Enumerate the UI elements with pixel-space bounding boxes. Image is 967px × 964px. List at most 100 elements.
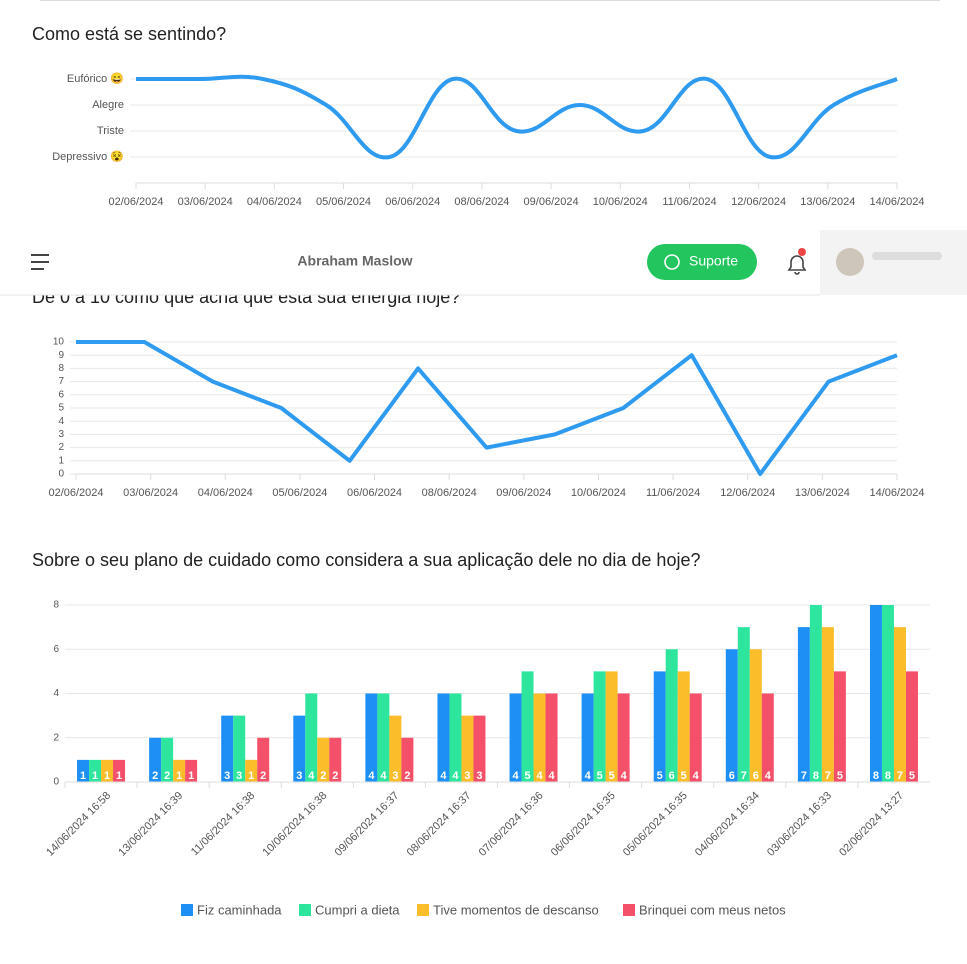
x-tick-label: 08/06/2024 — [422, 487, 477, 499]
bar-value-label: 4 — [368, 770, 375, 782]
x-tick-label: 14/06/2024 16:58 — [44, 790, 113, 859]
bar-value-label: 3 — [236, 770, 242, 782]
bar — [401, 737, 414, 782]
bar — [161, 737, 174, 782]
bar — [365, 693, 378, 782]
x-tick-label: 13/06/2024 — [800, 196, 855, 208]
bar — [509, 693, 522, 782]
user-name: Abraham Maslow — [297, 253, 412, 269]
bar — [677, 671, 690, 782]
bar — [725, 649, 738, 782]
bar-value-label: 4 — [380, 770, 387, 782]
legend-label: Cumpri a dieta — [315, 902, 400, 917]
bar-value-label: 4 — [440, 770, 447, 782]
menu-icon[interactable] — [31, 254, 49, 270]
legend-swatch — [417, 904, 429, 916]
bar — [821, 627, 834, 782]
bar-value-label: 7 — [897, 770, 903, 782]
bar — [761, 693, 774, 782]
legend-label: Fiz caminhada — [197, 902, 282, 917]
x-tick-label: 11/06/2024 — [646, 487, 700, 499]
bar — [833, 671, 846, 782]
y-tick-label: 0 — [58, 469, 64, 480]
bell-icon[interactable] — [787, 255, 807, 275]
y-tick-label: 1 — [58, 455, 64, 466]
bar-value-label: 5 — [681, 770, 687, 782]
bar-value-label: 3 — [464, 770, 470, 782]
legend-swatch — [181, 904, 193, 916]
bar-value-label: 4 — [308, 770, 315, 782]
bar-value-label: 1 — [104, 770, 110, 782]
x-tick-label: 07/06/2024 16:36 — [477, 790, 546, 859]
x-tick-label: 10/06/2024 — [593, 196, 648, 208]
y-tick-label: 0 — [53, 777, 59, 788]
bar-value-label: 3 — [476, 770, 482, 782]
bar — [149, 737, 162, 782]
bar — [749, 649, 762, 782]
bar-value-label: 4 — [536, 770, 543, 782]
bar — [605, 671, 618, 782]
bar-value-label: 3 — [392, 770, 398, 782]
y-tick-label: 4 — [53, 688, 59, 699]
y-tick-label: 8 — [58, 363, 64, 374]
avatar[interactable] — [836, 248, 864, 276]
bar — [617, 693, 630, 782]
x-tick-label: 08/06/2024 16:37 — [405, 790, 474, 859]
x-tick-label: 04/06/2024 16:34 — [693, 790, 762, 859]
bar-value-label: 2 — [152, 770, 158, 782]
bar-value-label: 1 — [116, 770, 122, 782]
x-tick-label: 13/06/2024 16:39 — [116, 790, 185, 859]
bar — [101, 759, 114, 782]
x-tick-label: 09/06/2024 — [524, 196, 579, 208]
bar — [581, 693, 594, 782]
x-tick-label: 14/06/2024 — [869, 196, 924, 208]
x-tick-label: 03/06/2024 — [178, 196, 233, 208]
legend-swatch — [623, 904, 635, 916]
bar-value-label: 2 — [404, 770, 410, 782]
bar-value-label: 5 — [524, 770, 530, 782]
y-tick-label: 9 — [58, 350, 64, 361]
bar — [545, 693, 558, 782]
bar-value-label: 1 — [92, 770, 98, 782]
bar-value-label: 3 — [296, 770, 302, 782]
bar-value-label: 4 — [548, 770, 555, 782]
support-label[interactable]: Suporte — [689, 253, 738, 269]
bar — [869, 605, 882, 782]
x-tick-label: 05/06/2024 — [316, 196, 371, 208]
bar — [305, 693, 318, 782]
bar-value-label: 2 — [260, 770, 266, 782]
bar — [221, 715, 234, 782]
x-tick-label: 06/06/2024 — [385, 196, 440, 208]
bar — [797, 627, 810, 782]
bar-value-label: 2 — [320, 770, 326, 782]
bar — [737, 627, 750, 782]
bar — [245, 759, 258, 782]
legend-swatch — [299, 904, 311, 916]
bar — [893, 627, 906, 782]
x-tick-label: 02/06/2024 13:27 — [837, 790, 906, 859]
y-tick-label: 10 — [53, 337, 65, 348]
bar-value-label: 1 — [248, 770, 254, 782]
bar — [905, 671, 918, 782]
y-tick-label: 6 — [53, 644, 59, 655]
bar-value-label: 1 — [176, 770, 182, 782]
x-tick-label: 09/06/2024 — [496, 487, 551, 499]
bar — [233, 715, 246, 782]
y-tick-label: 5 — [58, 403, 64, 414]
bar — [593, 671, 606, 782]
bar-value-label: 4 — [765, 770, 772, 782]
bar-value-label: 7 — [825, 770, 831, 782]
x-tick-label: 02/06/2024 — [48, 487, 103, 499]
support-button[interactable] — [647, 244, 757, 280]
bar — [533, 693, 546, 782]
bar — [449, 693, 462, 782]
x-tick-label: 11/06/2024 — [662, 196, 716, 208]
y-tick-label: 2 — [53, 732, 59, 743]
y-tick-label: 6 — [58, 389, 64, 400]
bar — [437, 693, 450, 782]
bar — [665, 649, 678, 782]
bar — [461, 715, 474, 782]
legend-label: Tive momentos de descanso — [433, 902, 599, 917]
bar-value-label: 4 — [512, 770, 519, 782]
bar-value-label: 6 — [753, 770, 759, 782]
